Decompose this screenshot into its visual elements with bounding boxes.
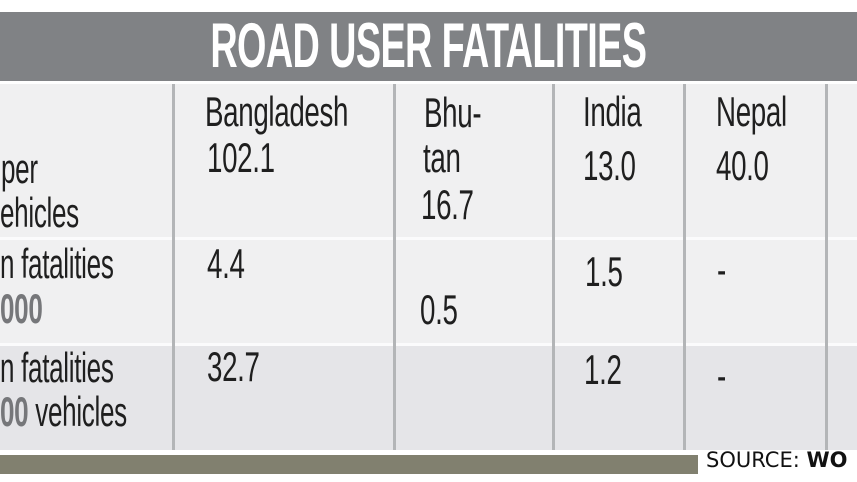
row-separator-1 xyxy=(0,237,857,240)
row2-label-line1: n fatalities xyxy=(0,240,114,287)
column-divider-4 xyxy=(683,84,686,450)
table-row3-background xyxy=(0,345,857,450)
col-nepal-header: Nepal xyxy=(716,88,787,135)
row3-label-rest: vehicles xyxy=(28,388,127,435)
row1-label-line2: ehicles xyxy=(0,189,79,236)
source-organization: WO xyxy=(806,448,848,472)
column-divider-3 xyxy=(552,84,555,450)
col-bhutan-row2-value: 0.5 xyxy=(420,286,458,333)
col-nepal-row1-value: 40.0 xyxy=(716,142,769,189)
col-india-row1-value: 13.0 xyxy=(583,142,636,189)
col-india-header: India xyxy=(583,88,642,135)
row3-label-number: 00 xyxy=(0,388,29,435)
col-india-row3-value: 1.2 xyxy=(584,346,622,393)
row3-label-line2: 00 vehicles xyxy=(0,391,127,433)
column-divider-2 xyxy=(393,84,396,450)
title-banner: ROAD USER FATALITIES xyxy=(0,12,857,81)
col-bangladesh-header: Bangladesh xyxy=(205,88,349,135)
source-credit: SOURCE: WO xyxy=(706,448,848,472)
col-nepal-row2-value: - xyxy=(717,246,726,293)
col-bhutan-header-line2: tan xyxy=(423,134,461,181)
column-divider-1 xyxy=(172,84,175,450)
col-bangladesh-row1-value: 102.1 xyxy=(207,134,275,181)
row-separator-2 xyxy=(0,343,857,346)
column-divider-5 xyxy=(825,84,828,450)
col-nepal-row3-value: - xyxy=(717,352,726,399)
col-bhutan-row1-value: 16.7 xyxy=(421,181,474,228)
col-bhutan-header-line1: Bhu- xyxy=(424,89,482,136)
col-bangladesh-row2-value: 4.4 xyxy=(207,240,245,287)
row1-label-line1: per xyxy=(1,145,38,192)
row2-label-number: 000 xyxy=(0,285,43,332)
col-india-row2-value: 1.5 xyxy=(585,248,623,295)
row3-label-line1: n fatalities xyxy=(0,344,114,391)
page-title: ROAD USER FATALITIES xyxy=(210,11,647,81)
source-label: SOURCE: xyxy=(706,448,807,472)
col-bangladesh-row3-value: 32.7 xyxy=(207,343,260,390)
footer-bar xyxy=(0,455,698,474)
